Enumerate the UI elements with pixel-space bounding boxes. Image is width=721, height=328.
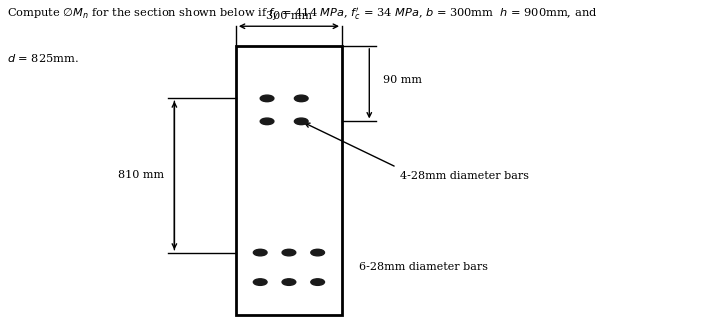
Circle shape <box>253 249 267 256</box>
Circle shape <box>311 279 324 285</box>
Text: 810 mm: 810 mm <box>118 171 164 180</box>
Circle shape <box>260 118 274 125</box>
Bar <box>236 46 342 315</box>
Circle shape <box>253 279 267 285</box>
Circle shape <box>260 95 274 102</box>
Text: 90 mm: 90 mm <box>383 75 422 85</box>
Circle shape <box>294 118 308 125</box>
Circle shape <box>311 249 324 256</box>
Circle shape <box>282 249 296 256</box>
Text: 4-28mm diameter bars: 4-28mm diameter bars <box>400 171 529 180</box>
Text: 300 mm: 300 mm <box>266 11 312 21</box>
Text: $d$ = 825mm.: $d$ = 825mm. <box>6 52 79 65</box>
Text: 6-28mm diameter bars: 6-28mm diameter bars <box>359 262 488 272</box>
Text: Compute $\varnothing M_n$ for the section shown below if $f_y$ = 414 $MPa$, $f_c: Compute $\varnothing M_n$ for the sectio… <box>6 7 597 24</box>
Circle shape <box>282 279 296 285</box>
Circle shape <box>294 95 308 102</box>
